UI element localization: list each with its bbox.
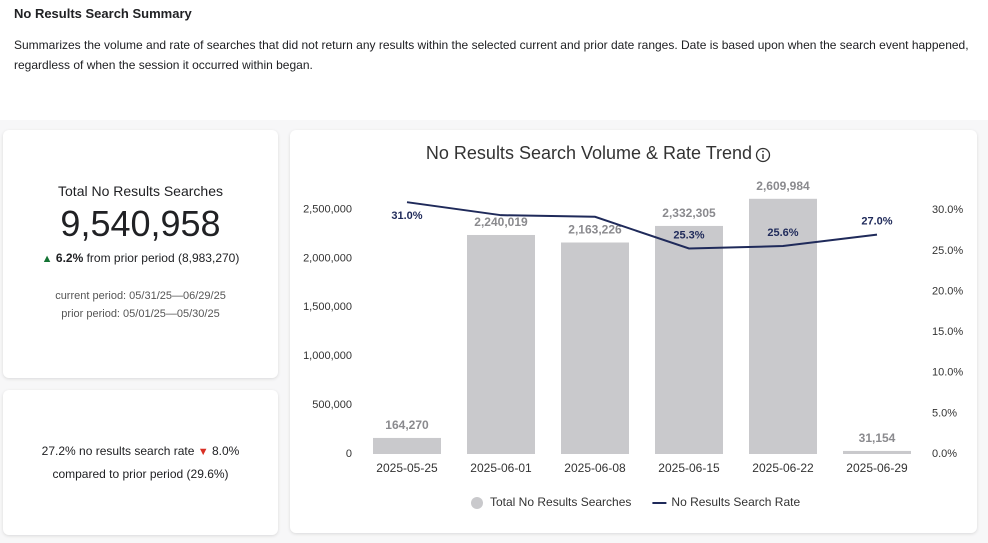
periods: current period: 05/31/25—06/29/25 prior …	[3, 287, 278, 323]
description: Summarizes the volume and rate of search…	[14, 38, 969, 72]
line-label: 25.6%	[767, 227, 798, 239]
x-tick-label: 2025-06-29	[846, 461, 908, 475]
bar	[749, 198, 817, 454]
chart-title: No Results Search Volume & Rate Trend	[426, 143, 752, 163]
rate-change: 8.0%	[211, 444, 240, 458]
y2-tick-label: 10.0%	[932, 367, 963, 379]
y-tick-label: 1,000,000	[303, 350, 352, 362]
rate-line	[406, 201, 878, 250]
y2-tick-label: 15.0%	[932, 326, 963, 338]
legend-label: No Results Search Rate	[671, 495, 800, 509]
y2-tick-label: 0.0%	[932, 448, 957, 460]
line-label: 31.0%	[391, 210, 422, 222]
legend-label: Total No Results Searches	[490, 495, 631, 509]
bar-label: 2,163,226	[568, 223, 622, 237]
y2-tick-label: 5.0%	[932, 407, 957, 419]
rate-compare: compared to prior period (29.6%)	[52, 467, 229, 481]
kpi-change: ▲ 6.2% from prior period (8,983,270)	[41, 251, 240, 265]
x-tick-label: 2025-05-25	[376, 461, 438, 475]
prior-period: prior period: 05/01/25—05/30/25	[61, 308, 220, 320]
bar-label: 164,270	[385, 418, 429, 432]
bar	[467, 234, 535, 454]
page-title: No Results Search Summary	[14, 6, 192, 21]
y2-tick-label: 20.0%	[932, 285, 963, 297]
chart-card	[290, 130, 977, 533]
bar	[373, 437, 441, 454]
x-tick-label: 2025-06-08	[564, 461, 626, 475]
x-tick-label: 2025-06-22	[752, 461, 814, 475]
kpi-card: Total No Results Searches 9,540,958 ▲ 6.…	[3, 130, 278, 378]
y2-tick-label: 25.0%	[932, 245, 963, 257]
rate-summary: 27.2% no results search rate ▼ 8.0% comp…	[3, 440, 278, 485]
rate-value: 27.2% no results search rate	[41, 444, 195, 458]
info-icon[interactable]	[755, 147, 771, 163]
bar	[655, 225, 723, 454]
change-value: 6.2%	[55, 251, 84, 265]
y-tick-label: 2,000,000	[303, 252, 352, 264]
header: No Results Search Summary Summarizes the…	[0, 0, 988, 120]
y-tick-label: 1,500,000	[303, 301, 352, 313]
legend-swatch	[471, 497, 483, 509]
y-tick-label: 500,000	[312, 399, 352, 411]
bar-label: 2,332,305	[662, 206, 716, 220]
y2-tick-label: 30.0%	[932, 204, 963, 216]
bar-label: 2,240,019	[474, 215, 528, 229]
bar	[561, 242, 629, 454]
kpi-label: Total No Results Searches	[58, 183, 223, 199]
y-tick-label: 0	[346, 448, 352, 460]
line-label: 27.0%	[861, 216, 892, 228]
line-label: 25.3%	[673, 229, 704, 241]
change-text: from prior period (8,983,270)	[86, 251, 240, 265]
bar-label: 2,609,984	[756, 179, 810, 193]
bar	[843, 450, 911, 454]
kpi-card: 27.2% no results search rate ▼ 8.0% comp…	[3, 390, 278, 535]
kpi-value: 9,540,958	[60, 203, 221, 244]
x-tick-label: 2025-06-01	[470, 461, 532, 475]
x-tick-label: 2025-06-15	[658, 461, 720, 475]
y-tick-label: 2,500,000	[303, 203, 352, 215]
current-period: current period: 05/31/25—06/29/25	[55, 290, 226, 302]
bar-label: 31,154	[859, 431, 896, 445]
